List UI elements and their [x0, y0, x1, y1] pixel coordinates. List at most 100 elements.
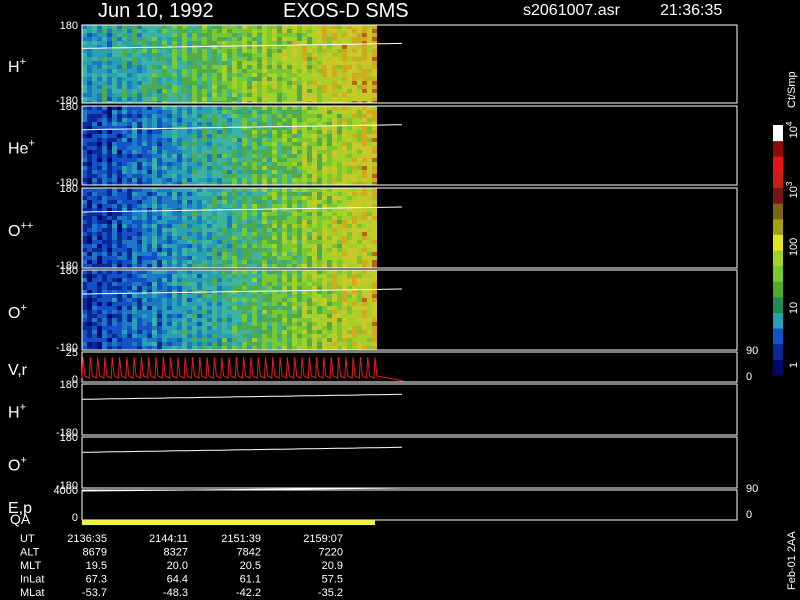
spectrogram-cell — [102, 182, 107, 185]
spectrogram-cell — [142, 228, 147, 232]
spectrogram-cell — [127, 282, 132, 286]
spectrogram-cell — [267, 61, 272, 65]
spectrogram-cell — [152, 302, 157, 306]
spectrogram-cell — [217, 200, 222, 204]
spectrogram-cell — [282, 298, 287, 302]
spectrogram-cell — [192, 200, 197, 204]
spectrogram-cell — [107, 208, 112, 212]
spectrogram-cell — [97, 260, 102, 264]
spectrogram-cell — [132, 93, 137, 97]
spectrogram-cell — [132, 134, 137, 138]
spectrogram-cell — [312, 53, 317, 57]
table-cell: 64.4 — [167, 574, 188, 586]
spectrogram-cell — [297, 264, 302, 268]
spectrogram-cell — [297, 220, 302, 224]
spectrogram-cell — [332, 182, 337, 185]
spectrogram-cell — [172, 73, 177, 77]
spectrogram-cell — [192, 302, 197, 306]
spectrogram-cell — [202, 101, 207, 103]
spectrogram-cell — [372, 170, 377, 174]
spectrogram-cell — [312, 69, 317, 73]
spectrogram-cell — [357, 264, 362, 268]
spectrogram-cell — [257, 45, 262, 49]
spectrogram-cell — [202, 106, 207, 110]
spectrogram-cell — [362, 346, 367, 350]
spectrogram-cell — [352, 216, 357, 220]
spectrogram-cell — [322, 85, 327, 89]
spectrogram-cell — [317, 240, 322, 244]
spectrogram-cell — [287, 216, 292, 220]
spectrogram-cell — [297, 224, 302, 228]
spectrogram-cell — [347, 208, 352, 212]
spectrogram-cell — [252, 286, 257, 290]
spectrogram-cell — [132, 318, 137, 322]
spectrogram-cell — [237, 162, 242, 166]
spectrogram-cell — [312, 334, 317, 338]
spectrogram-cell — [262, 240, 267, 244]
spectrogram-cell — [332, 256, 337, 260]
spectrogram-cell — [327, 77, 332, 81]
spectrogram-cell — [142, 216, 147, 220]
spectrogram-cell — [162, 326, 167, 330]
spectrogram-cell — [197, 240, 202, 244]
spectrogram-cell — [102, 290, 107, 294]
spectrogram-cell — [82, 162, 87, 166]
spectrogram-cell — [357, 134, 362, 138]
table-cell: -48.3 — [163, 587, 188, 599]
spectrogram-cell — [197, 196, 202, 200]
spectrogram-cell — [247, 25, 252, 29]
spectrogram-cell — [282, 45, 287, 49]
spectrogram-cell — [297, 89, 302, 93]
spectrogram-cell — [232, 248, 237, 252]
spectrogram-cell — [162, 150, 167, 154]
spectrogram-cell — [157, 278, 162, 282]
spectrogram-cell — [187, 216, 192, 220]
spectrogram-cell — [232, 166, 237, 170]
spectrogram-cell — [137, 240, 142, 244]
spectrogram-cell — [162, 29, 167, 33]
spectrogram-cell — [292, 97, 297, 101]
spectrogram-cell — [172, 93, 177, 97]
spectrogram-cell — [187, 49, 192, 53]
spectrogram-cell — [147, 162, 152, 166]
spectrogram-cell — [212, 174, 217, 178]
spectrogram-cell — [322, 69, 327, 73]
spectrogram-cell — [252, 142, 257, 146]
spectrogram-cell — [102, 154, 107, 158]
spectrogram-cell — [197, 65, 202, 69]
spectrogram-cell — [117, 142, 122, 146]
spectrogram-cell — [257, 188, 262, 192]
table-cell: 7220 — [319, 547, 343, 559]
spectrogram-cell — [212, 248, 217, 252]
spectrogram-cell — [167, 192, 172, 196]
spectrogram-cell — [362, 61, 367, 65]
spectrogram-cell — [182, 158, 187, 162]
spectrogram-cell — [362, 37, 367, 41]
spectrogram-cell — [237, 306, 242, 310]
spectrogram-cell — [337, 220, 342, 224]
spectrogram-cell — [267, 182, 272, 185]
spectrogram-cell — [102, 73, 107, 77]
spectrogram-cell — [202, 150, 207, 154]
spectrogram-cell — [197, 326, 202, 330]
spectrogram-cell — [277, 122, 282, 126]
spectrogram-cell — [272, 170, 277, 174]
spectrogram-cell — [197, 57, 202, 61]
spectrogram-cell — [257, 170, 262, 174]
spectrogram-cell — [182, 61, 187, 65]
spectrogram-cell — [97, 322, 102, 326]
spectrogram-cell — [242, 85, 247, 89]
spectrogram-cell — [362, 278, 367, 282]
spectrogram-cell — [182, 228, 187, 232]
spectrogram-cell — [362, 232, 367, 236]
spectrogram-cell — [167, 65, 172, 69]
spectrogram-cell — [232, 118, 237, 122]
spectrogram-cell — [107, 294, 112, 298]
spectrogram-cell — [372, 45, 377, 49]
spectrogram-cell — [292, 318, 297, 322]
spectrogram-cell — [317, 170, 322, 174]
spectrogram-cell — [97, 45, 102, 49]
spectrogram-cell — [117, 310, 122, 314]
spectrogram-cell — [97, 330, 102, 334]
spectrogram-cell — [347, 326, 352, 330]
